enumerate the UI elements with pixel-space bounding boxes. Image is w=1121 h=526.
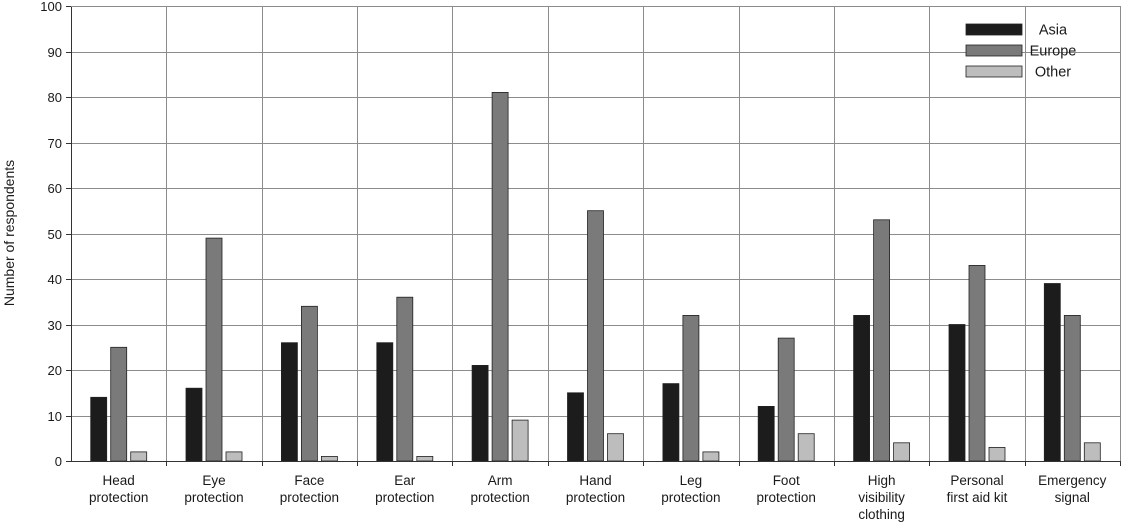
y-tick-label: 90: [48, 45, 62, 60]
legend-label-other: Other: [1035, 65, 1071, 81]
bar-europe-3: [396, 296, 414, 462]
bar-other-1: [225, 451, 243, 462]
y-tick-label: 100: [40, 0, 62, 14]
y-tick-label: 30: [48, 318, 62, 333]
x-category-label-line: Foot: [773, 473, 800, 488]
y-tick-label: 60: [48, 181, 62, 196]
bar-asia-10: [1043, 283, 1061, 462]
bar-europe-2: [300, 305, 318, 462]
x-category-label-line: Arm: [488, 473, 513, 488]
x-category-label: Emergency signal: [1038, 473, 1107, 505]
x-category-label-line: visibility: [858, 490, 905, 505]
bar-asia-9: [948, 324, 966, 462]
x-category-label: Arm protection: [470, 473, 529, 505]
bar-europe-5: [587, 210, 604, 462]
bar-europe-1: [205, 237, 223, 462]
x-category-label-line: first aid kit: [947, 490, 1008, 505]
bar-other-0: [130, 451, 148, 462]
x-category-label-line: signal: [1055, 490, 1090, 505]
bar-other-2: [320, 455, 338, 462]
bar-asia-5: [567, 392, 584, 462]
x-category-label: Foot protection: [757, 473, 816, 505]
bar-europe-9: [968, 264, 986, 462]
bar-asia-6: [662, 383, 680, 462]
x-category-label-line: protection: [470, 490, 529, 505]
x-category-label-line: Ear: [394, 473, 416, 488]
y-axis-label: Number of respondents: [1, 160, 17, 306]
bar-asia-4: [471, 364, 489, 462]
x-category-label: High visibility clothing: [858, 473, 905, 522]
bar-other-7: [797, 433, 815, 462]
y-tick-label: 50: [48, 227, 62, 242]
y-tick-label: 40: [48, 272, 62, 287]
x-category-label-line: protection: [661, 490, 720, 505]
legend-label-europe: Europe: [1030, 44, 1077, 60]
bar-europe-7: [777, 337, 795, 462]
bar-asia-1: [185, 387, 203, 462]
bar-other-9: [988, 446, 1006, 462]
x-category-label-line: protection: [757, 490, 816, 505]
bar-europe-8: [873, 219, 890, 462]
legend-swatch-europe: [965, 44, 1023, 57]
bar-asia-3: [376, 342, 394, 462]
x-category-label-line: Hand: [579, 473, 611, 488]
x-category-label-line: Face: [294, 473, 324, 488]
x-category-label: Eye protection: [184, 473, 243, 505]
bar-other-10: [1083, 442, 1101, 462]
x-category-labels: Head protection Eye protection Face protectio…: [89, 473, 1107, 522]
x-category-label-line: protection: [184, 490, 243, 505]
bar-europe-6: [682, 314, 700, 462]
bar-europe-0: [110, 346, 128, 462]
x-category-label-line: Leg: [680, 473, 703, 488]
legend-label-asia: Asia: [1039, 23, 1068, 39]
x-category-label-line: clothing: [858, 507, 905, 522]
x-category-label-line: Eye: [202, 473, 225, 488]
x-category-label-line: protection: [89, 490, 148, 505]
bar-asia-2: [280, 342, 298, 462]
bar-other-8: [893, 442, 910, 462]
x-category-label-line: protection: [280, 490, 339, 505]
bar-asia-7: [757, 405, 775, 462]
y-tick-labels: 0 10 20 30 40 50 60 70 80 90 100: [40, 0, 62, 469]
bar-other-3: [416, 455, 434, 462]
x-category-label: Ear protection: [375, 473, 434, 505]
x-category-label: Head protection: [89, 473, 148, 505]
bar-other-6: [702, 451, 720, 462]
bar-asia-0: [90, 396, 108, 462]
x-category-label-line: Head: [103, 473, 135, 488]
x-category-label-line: High: [868, 473, 896, 488]
legend-swatch-other: [965, 65, 1023, 78]
x-category-label: Personal first aid kit: [947, 473, 1008, 505]
y-tick-label: 20: [48, 363, 62, 378]
x-category-label: Hand protection: [566, 473, 625, 505]
bar-other-4: [511, 419, 529, 462]
x-category-label-line: Personal: [950, 473, 1003, 488]
x-category-label-line: Emergency: [1038, 473, 1107, 488]
y-tick-label: 70: [48, 136, 62, 151]
x-category-label: Leg protection: [661, 473, 720, 505]
legend-swatch-asia: [965, 23, 1023, 36]
axes: [66, 6, 1121, 466]
x-category-label: Face protection: [280, 473, 339, 505]
y-tick-label: 80: [48, 90, 62, 105]
y-tick-label: 10: [48, 409, 62, 424]
legend: Asia Europe Other: [965, 23, 1077, 81]
bars: [90, 92, 1101, 462]
x-category-label-line: protection: [566, 490, 625, 505]
x-category-label-line: protection: [375, 490, 434, 505]
bar-europe-4: [491, 92, 509, 462]
bar-asia-8: [853, 314, 870, 462]
y-tick-label: 0: [55, 454, 62, 469]
bar-other-5: [607, 433, 624, 462]
bar-europe-10: [1063, 314, 1081, 462]
